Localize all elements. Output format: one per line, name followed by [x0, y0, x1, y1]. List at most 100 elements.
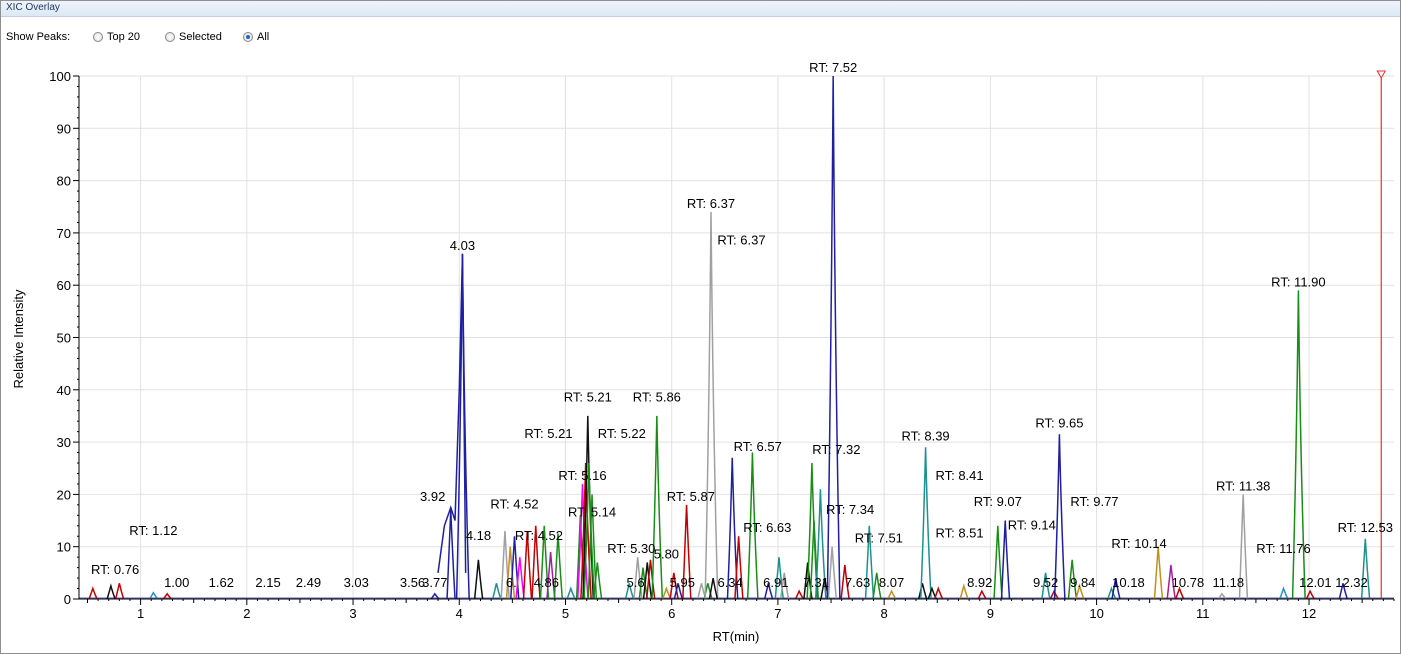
peak-trace [553, 533, 564, 600]
peak-label: RT: 1.12 [129, 523, 177, 538]
peak-trace [505, 546, 516, 600]
radio-top20-label[interactable]: Top 20 [107, 31, 141, 43]
peak-trace [1217, 592, 1227, 600]
panel-title: XIC Overlay [6, 2, 60, 13]
peak-trace [763, 583, 774, 600]
peak-label: 1.00 [164, 575, 189, 590]
peak-label: 6. [506, 575, 517, 590]
grid-lines [79, 75, 1394, 600]
peak-trace [1175, 586, 1185, 600]
radio-all-label[interactable]: All [257, 31, 270, 43]
peak-4-03-trace [437, 253, 467, 573]
peak-label: RT: 9.07 [974, 494, 1022, 509]
peak-trace [473, 559, 484, 600]
radio-selected-label[interactable]: Selected [179, 31, 222, 43]
peak-label: RT: 9.14 [1008, 518, 1056, 533]
y-tick-label: 90 [57, 121, 71, 136]
peak-trace [887, 589, 897, 600]
peak-label: 4.03 [450, 238, 475, 253]
peak-label: RT: 5.16 [558, 468, 606, 483]
peak-trace [1000, 520, 1011, 600]
peak-label: RT: 7.32 [812, 442, 860, 457]
peak-label: 6.91 [763, 575, 788, 590]
peak-label: 6.34 [717, 575, 742, 590]
x-axis-label: RT(min) [713, 629, 760, 644]
peak-trace [446, 510, 456, 600]
peak-label: 5.95 [670, 575, 695, 590]
peak-label: RT: 6.63 [743, 520, 791, 535]
y-tick-label: 100 [49, 69, 71, 84]
x-tick-label: 5 [562, 606, 569, 621]
peak-trace [726, 457, 739, 600]
peak-label: RT: 5.21 [564, 389, 612, 404]
peak-label: 2.15 [255, 575, 280, 590]
peak-label: RT: 6.37 [717, 233, 765, 248]
peak-trace [546, 551, 556, 600]
peak-label: RT: 0.76 [91, 562, 139, 577]
peak-label: RT: 6.37 [687, 196, 735, 211]
x-tick-label: 3 [349, 606, 356, 621]
peak-trace [531, 525, 541, 600]
peak-trace [1305, 589, 1315, 600]
peak-trace [661, 586, 672, 600]
peak-trace [645, 559, 656, 600]
x-tick-label: 11 [1196, 606, 1210, 621]
peak-trace [977, 589, 987, 600]
x-tick-label: 9 [987, 606, 994, 621]
peak-trace [114, 583, 125, 600]
y-tick-label: 30 [57, 435, 71, 450]
y-axis-label: Relative Intensity [11, 289, 26, 388]
peak-trace [827, 546, 838, 600]
peak-trace [1067, 559, 1078, 600]
y-tick-label: 40 [57, 383, 71, 398]
panel-titlebar: XIC Overlay [1, 1, 1400, 17]
y-tick-label: 20 [57, 487, 71, 502]
peak-trace [162, 592, 172, 600]
peak-trace [592, 562, 603, 600]
peak-trace [515, 557, 525, 600]
peak-trace [746, 452, 759, 600]
peak-trace [566, 586, 576, 600]
peak-trace [673, 583, 684, 600]
peak-label: 4.86 [534, 575, 559, 590]
peak-label: RT: 8.41 [935, 468, 983, 483]
peak-trace [1166, 564, 1176, 600]
peak-label: 8.92 [967, 575, 992, 590]
peak-label: RT: 8.39 [901, 429, 949, 444]
peak-trace [1238, 494, 1249, 600]
peak-label: 12.32 [1335, 575, 1368, 590]
peak-trace [491, 583, 502, 600]
peak-trace [106, 583, 116, 600]
peak-label: RT: 11.90 [1271, 274, 1325, 289]
y-tick-label: 10 [57, 540, 71, 555]
peak-trace [1053, 434, 1066, 600]
peak-label: 11.18 [1213, 575, 1245, 590]
x-tick-label: 12 [1302, 606, 1316, 621]
radio-top20-icon[interactable] [93, 32, 103, 42]
peak-label: RT: 4.52 [515, 528, 563, 543]
peak-label: RT: 5.14 [568, 505, 616, 520]
y-tick-label: 60 [57, 278, 71, 293]
y-tick-label: 50 [57, 331, 71, 346]
radio-selected-icon[interactable] [165, 32, 175, 42]
peak-trace [779, 572, 790, 600]
chromatogram-traces [79, 70, 1394, 600]
peak-label: RT: 9.77 [1070, 494, 1118, 509]
peak-label: RT: 5.86 [633, 389, 681, 404]
peak-label: 4.18 [466, 528, 491, 543]
peak-trace [933, 586, 944, 600]
peak-label: RT: 5.87 [667, 489, 715, 504]
peak-trace [1111, 577, 1121, 600]
peak-trace [814, 489, 827, 600]
peak-trace [917, 583, 928, 600]
peak-trace [794, 589, 805, 600]
peak-label: 10.18 [1112, 575, 1145, 590]
peak-trace [734, 536, 744, 600]
peak-trace [993, 525, 1003, 600]
radio-all-icon[interactable] [243, 32, 253, 42]
x-tick-label: 4 [456, 606, 463, 621]
peak-label: RT: 10.14 [1111, 536, 1166, 551]
